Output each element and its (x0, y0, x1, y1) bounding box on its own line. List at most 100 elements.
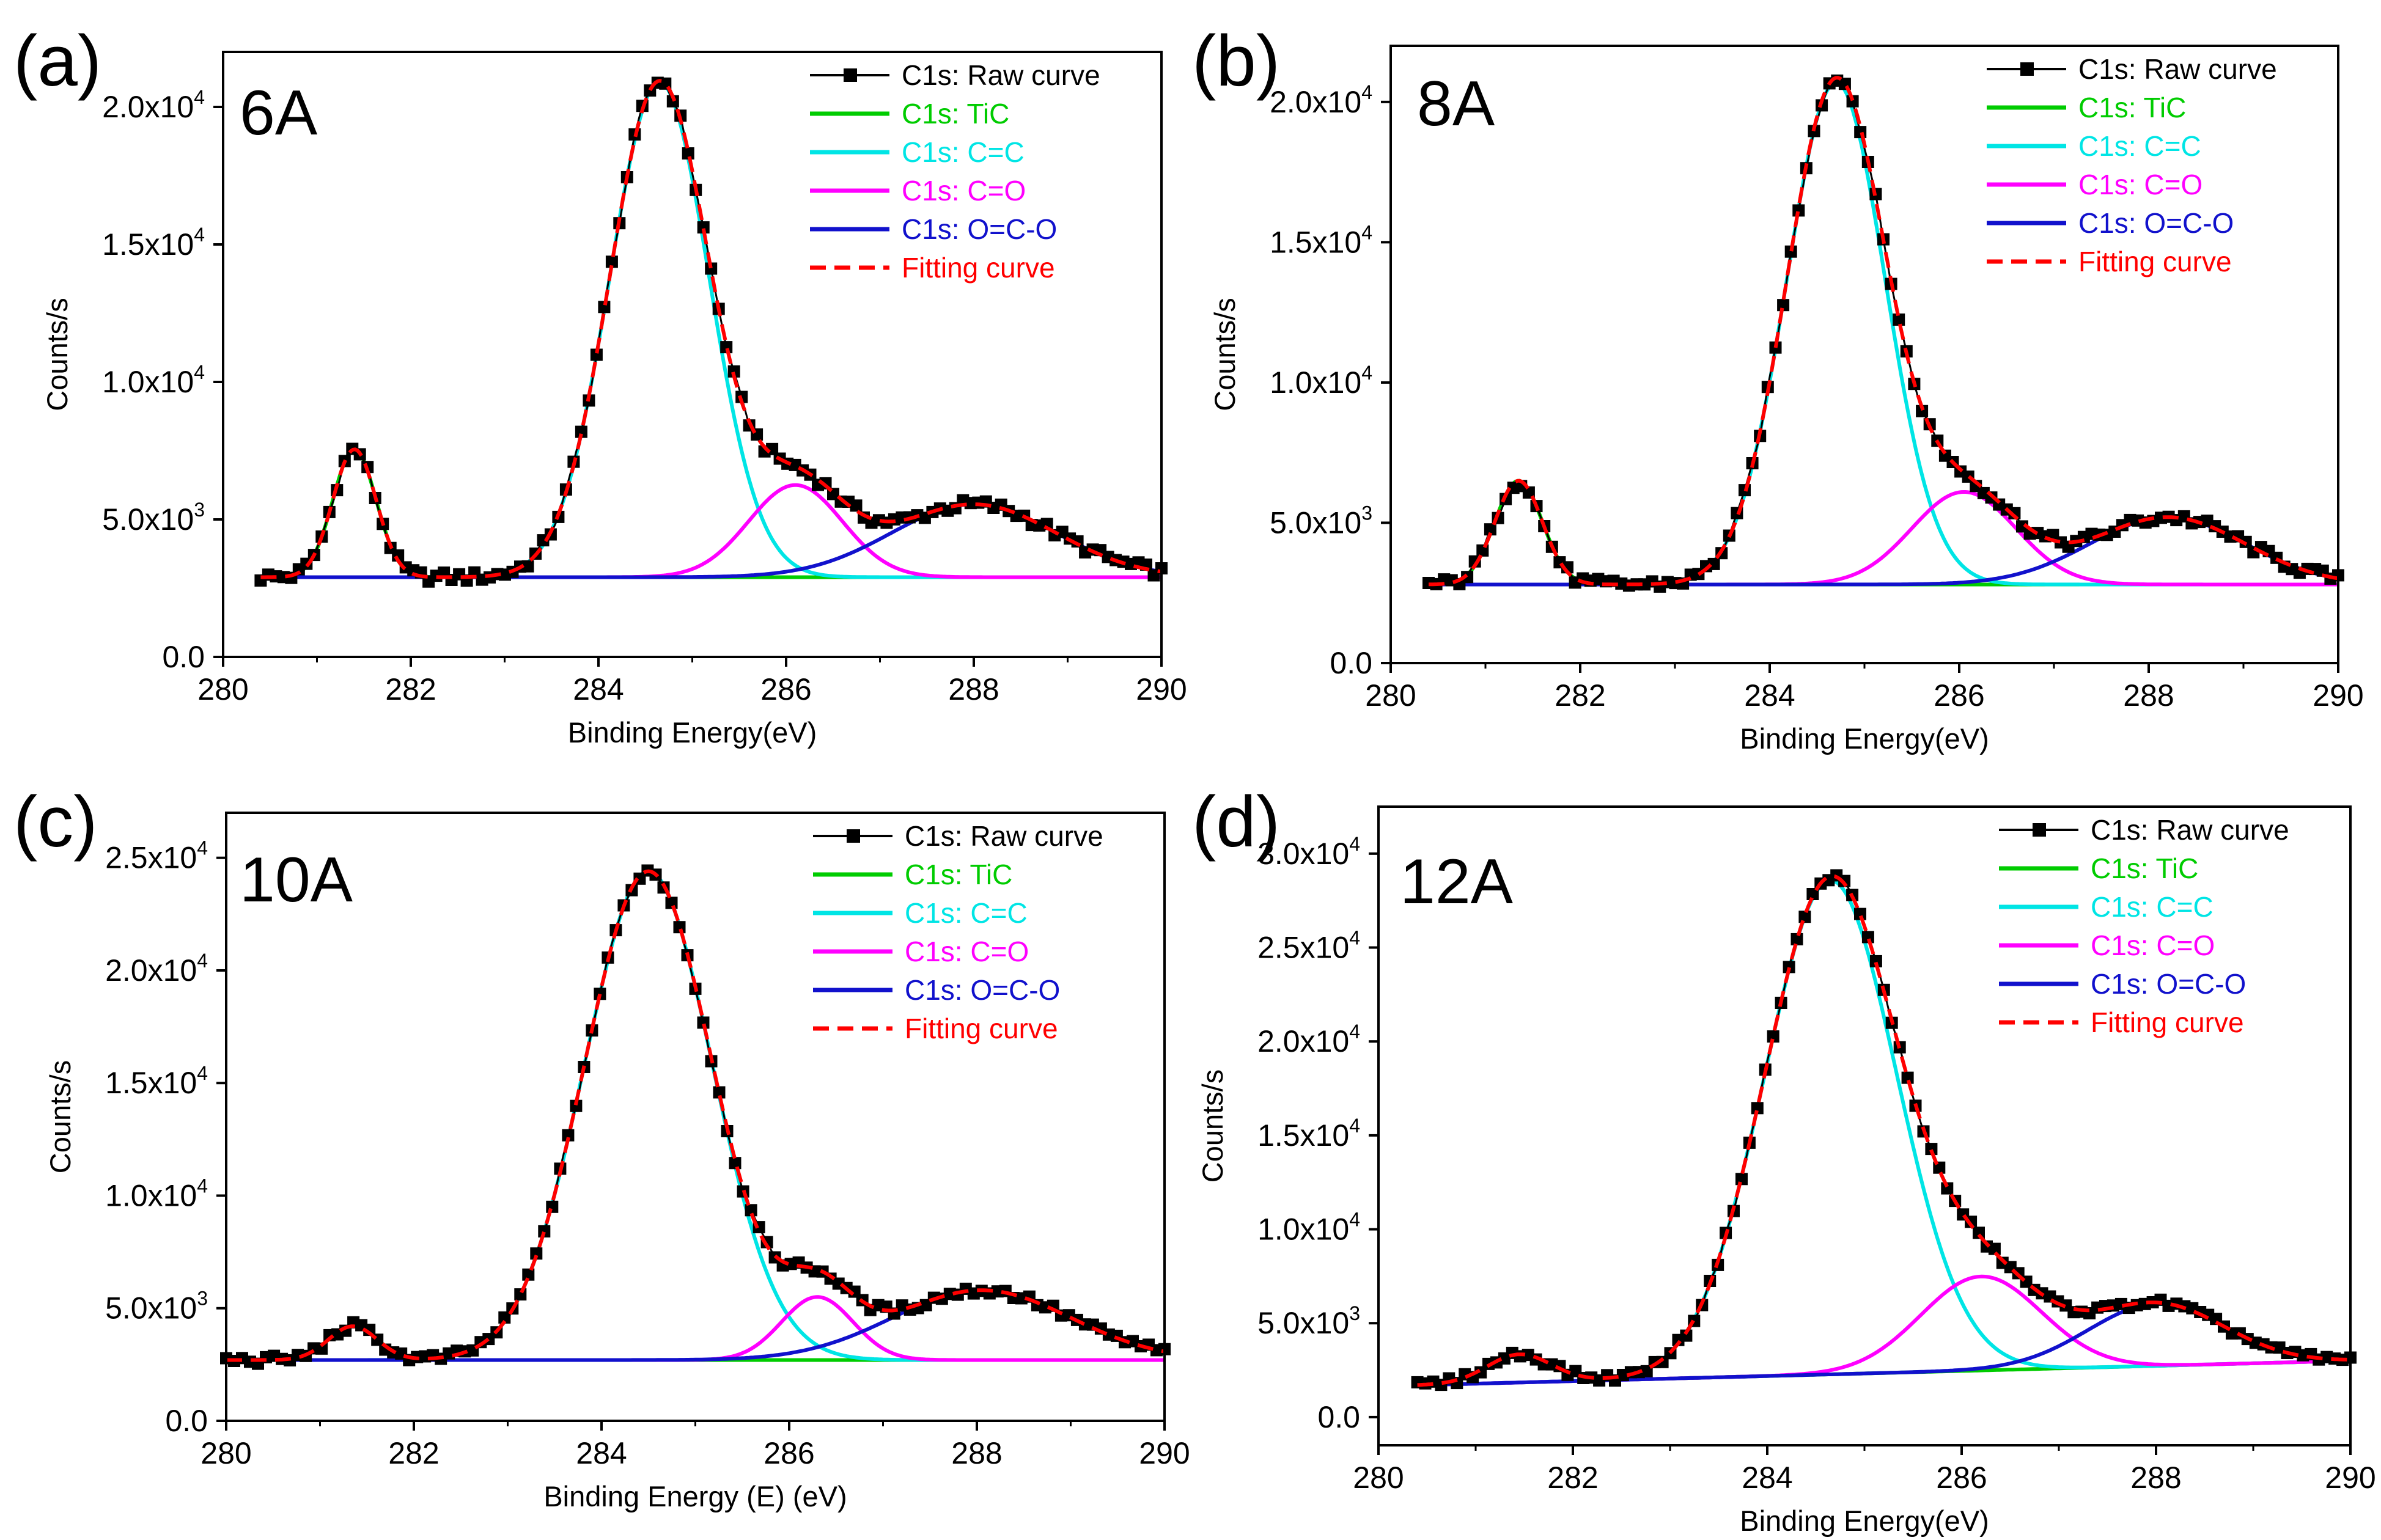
x-tick-label: 282 (388, 1436, 439, 1470)
x-tick-label: 280 (201, 1436, 251, 1470)
raw-data-point (575, 425, 587, 438)
raw-data-point (1916, 405, 1929, 417)
x-axis-label: Binding Energy(eV) (1740, 1505, 1989, 1537)
y-tick-label: 2.0x104 (105, 950, 208, 988)
x-tick-label: 284 (1744, 678, 1795, 713)
x-tick-label: 286 (764, 1436, 814, 1470)
y-tick-label: 0.0 (1317, 1400, 1360, 1434)
y-tick-label: 3.0x104 (1257, 833, 1360, 871)
legend-label: C1s: Raw curve (2091, 814, 2289, 846)
raw-data-point (1484, 523, 1496, 536)
x-tick-label: 286 (760, 672, 811, 706)
raw-data-point (1925, 1143, 1938, 1156)
legend-label: C1s: TiC (905, 859, 1012, 890)
y-axis-label: Counts/s (44, 1060, 76, 1173)
raw-data-point (850, 499, 863, 512)
raw-data-point (705, 262, 718, 275)
raw-data-point (598, 301, 611, 314)
raw-data-point (1798, 911, 1811, 923)
legend-label: C1s: O=C-O (902, 213, 1057, 245)
raw-data-point (1893, 314, 1905, 326)
raw-data-point (590, 348, 603, 361)
x-tick-label: 284 (1742, 1461, 1792, 1495)
legend: C1s: Raw curve C1s: TiC C1s: C=C C1s: C=O C1… (813, 820, 1103, 1044)
raw-data-point (546, 1200, 559, 1213)
raw-data-point (1792, 204, 1805, 217)
raw-data-point (1941, 1182, 1954, 1195)
sample-label: 6A (240, 78, 318, 148)
y-tick-label: 0.0 (1330, 646, 1372, 680)
fitting-curve (1429, 76, 2339, 587)
y-axis-label: Counts/s (1196, 1069, 1229, 1182)
legend-marker (844, 68, 857, 82)
raw-data-point (1806, 888, 1819, 900)
raw-data-point (514, 1288, 527, 1301)
chart-panel-d: (d) 12A 280 282 284 286 288 290 0.0 5.0x103 1.0x10… (1192, 782, 2376, 1537)
raw-data-point (1854, 126, 1867, 139)
legend: C1s: Raw curve C1s: TiC C1s: C=C C1s: C=O C1… (810, 59, 1100, 284)
y-tick-label: 2.5x104 (105, 837, 208, 875)
legend-label: Fitting curve (905, 1013, 1058, 1044)
x-tick-label: 284 (573, 672, 624, 706)
sample-label: 10A (240, 845, 353, 915)
raw-data-point (594, 988, 606, 1000)
panel-letter: (d) (1192, 782, 1280, 862)
panel-letter: (a) (13, 21, 101, 101)
raw-data-point (697, 1016, 710, 1029)
legend-marker (847, 829, 860, 843)
legend-label: C1s: Raw curve (905, 820, 1103, 852)
raw-data-point (727, 365, 740, 378)
raw-data-point (1861, 931, 1874, 944)
x-tick-label: 280 (1365, 678, 1416, 713)
y-axis-label: Counts/s (41, 298, 73, 411)
panel-letter: (c) (13, 782, 98, 862)
x-tick-label: 288 (2130, 1461, 2181, 1495)
legend: C1s: Raw curve C1s: TiC C1s: C=C C1s: C=O C1… (1987, 53, 2277, 277)
legend: C1s: Raw curve C1s: TiC C1s: C=C C1s: C=O C1… (1999, 814, 2289, 1038)
legend-label: C1s: C=O (905, 936, 1029, 967)
raw-data-point (745, 1204, 757, 1217)
y-tick-label: 5.0x103 (1257, 1302, 1360, 1340)
y-axis-label: Counts/s (1209, 298, 1241, 411)
y-tick-label: 2.5x104 (1257, 927, 1360, 965)
legend-label: C1s: O=C-O (2091, 968, 2246, 1000)
raw-data-point (1846, 95, 1859, 108)
chart-panel-a: (a) 6A 280 282 284 286 288 290 0.0 5.0x103 1.0x104… (13, 21, 1187, 749)
x-tick-label: 282 (1547, 1461, 1598, 1495)
x-tick-label: 280 (197, 672, 248, 706)
x-tick-label: 286 (1936, 1461, 1987, 1495)
raw-data-point (1854, 908, 1866, 920)
x-tick-label: 288 (948, 672, 999, 706)
x-tick-label: 284 (576, 1436, 627, 1470)
y-tick-label: 1.5x104 (102, 224, 205, 262)
fitting-curve (1417, 874, 2351, 1387)
raw-data-point (1522, 486, 1535, 499)
raw-data-point (522, 1268, 535, 1281)
x-tick-label: 290 (2325, 1461, 2375, 1495)
raw-data-point (1777, 299, 1790, 312)
x-tick-label: 282 (385, 672, 436, 706)
y-tick-label: 1.0x104 (1257, 1209, 1360, 1247)
x-tick-label: 290 (2313, 678, 2363, 713)
raw-data-point (315, 1342, 328, 1355)
y-tick-label: 0.0 (165, 1404, 208, 1438)
raw-data-point (729, 1157, 742, 1170)
sample-label: 8A (1417, 68, 1495, 139)
y-tick-label: 2.0x104 (1257, 1021, 1360, 1058)
sample-label: 12A (1400, 846, 1514, 917)
legend-label: C1s: C=O (902, 175, 1026, 207)
y-tick-label: 1.5x104 (105, 1062, 208, 1100)
raw-data-point (530, 1247, 543, 1260)
legend-label: C1s: C=C (2078, 130, 2201, 162)
y-tick-label: 5.0x103 (102, 499, 205, 537)
raw-data-point (570, 1099, 583, 1112)
y-tick-label: 1.0x104 (102, 361, 205, 399)
y-tick-label: 1.5x104 (1257, 1115, 1360, 1153)
legend-label: Fitting curve (902, 252, 1055, 284)
raw-data-point (562, 1129, 575, 1142)
panel-letter: (b) (1192, 21, 1280, 101)
raw-data-point (713, 1086, 726, 1099)
y-tick-label: 1.5x104 (1270, 221, 1372, 259)
legend-label: C1s: C=C (902, 136, 1025, 168)
raw-data-point (521, 560, 534, 573)
